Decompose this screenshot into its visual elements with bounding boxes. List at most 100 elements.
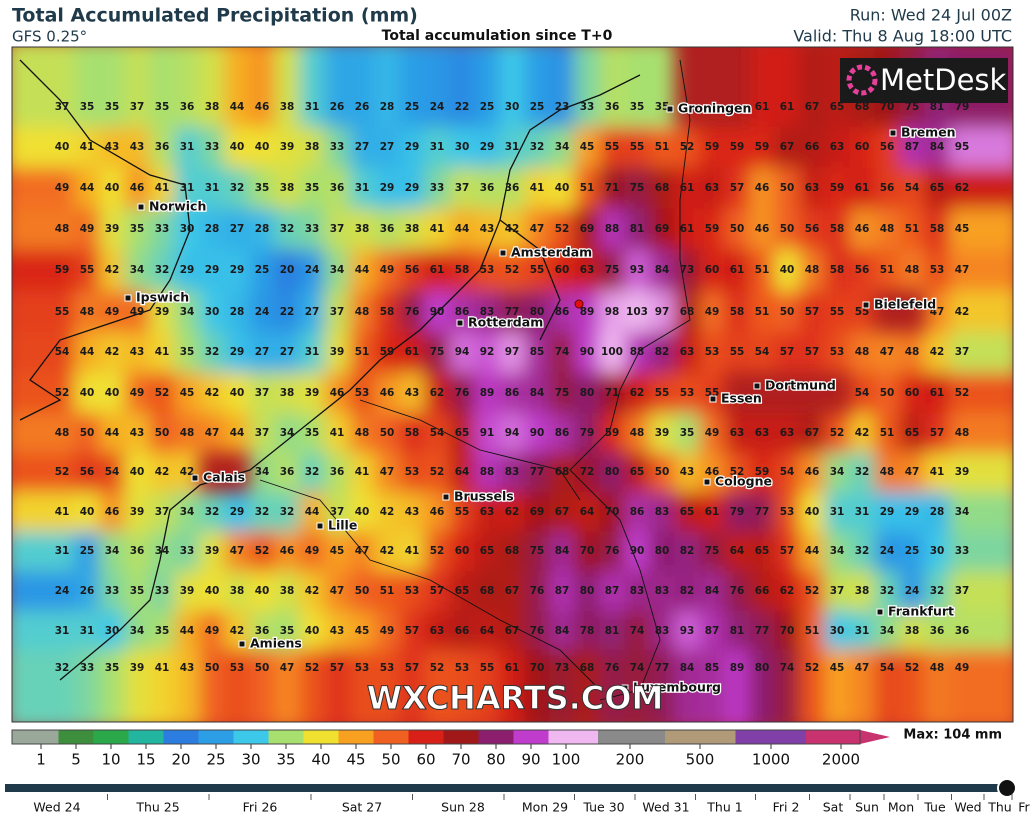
precip-value: 29 (230, 506, 245, 518)
city-marker (238, 640, 246, 648)
timeline-label[interactable]: Wed 31 (642, 800, 689, 815)
colorbar-label: 90 (521, 751, 540, 769)
timeline-label[interactable]: Mon (888, 800, 914, 815)
precip-value: 86 (555, 427, 570, 439)
precip-value: 90 (630, 545, 645, 557)
precip-cell (899, 167, 925, 209)
precip-cell (824, 167, 850, 209)
precip-value: 33 (580, 101, 595, 113)
timeline-handle[interactable] (997, 778, 1017, 798)
precip-value: 89 (730, 662, 745, 674)
precip-value: 75 (905, 101, 920, 113)
precip-cell (249, 452, 275, 492)
precip-value: 40 (555, 182, 570, 194)
timeline-label[interactable]: Tue (923, 800, 946, 815)
precip-value: 41 (155, 182, 170, 194)
timeline-label[interactable]: Sun (855, 800, 879, 815)
precip-value: 97 (655, 306, 670, 318)
precip-value: 54 (755, 346, 770, 358)
precip-value: 23 (555, 101, 570, 113)
timeline-label[interactable]: Mon 29 (522, 800, 568, 815)
timeline-label[interactable]: Thu 1 (706, 800, 742, 815)
timeline-label[interactable]: Wed (954, 800, 981, 815)
precip-value: 64 (580, 506, 595, 518)
precip-value: 36 (330, 466, 345, 478)
precip-value: 45 (580, 141, 595, 153)
precip-cell (749, 208, 775, 250)
precip-cell (499, 649, 525, 722)
precip-value: 32 (530, 141, 545, 153)
precip-value: 34 (955, 506, 970, 518)
precip-value: 35 (105, 101, 120, 113)
precip-value: 57 (405, 662, 420, 674)
timeline-label[interactable]: Wed 24 (33, 800, 80, 815)
precip-value: 54 (905, 182, 920, 194)
timeline-label[interactable]: Fr (1018, 800, 1030, 815)
precip-value: 52 (905, 662, 920, 674)
precip-value: 39 (655, 427, 670, 439)
precip-value: 40 (230, 141, 245, 153)
precip-value: 32 (205, 346, 220, 358)
precip-value: 34 (130, 264, 145, 276)
precip-cell (74, 249, 100, 291)
timeline-label[interactable]: Sat 27 (342, 800, 382, 815)
timeline-label[interactable]: Thu (987, 800, 1011, 815)
precip-cell (849, 291, 875, 332)
precip-value: 53 (455, 662, 470, 674)
precip-value: 36 (955, 625, 970, 637)
precip-field (12, 47, 1013, 722)
precip-cell (499, 47, 525, 127)
precip-value: 88 (480, 466, 495, 478)
precip-value: 48 (355, 427, 370, 439)
precip-cell (499, 452, 525, 492)
colorbar-segment (338, 730, 374, 744)
city-marker (191, 474, 199, 482)
precip-value: 88 (605, 223, 620, 235)
precip-value: 59 (730, 141, 745, 153)
precip-value: 47 (880, 346, 895, 358)
timeline-label[interactable]: Fri 26 (243, 800, 278, 815)
precip-cell (899, 492, 925, 532)
precip-value: 32 (930, 585, 945, 597)
precip-value: 46 (380, 387, 395, 399)
precip-cell (299, 452, 325, 492)
precip-value: 77 (655, 662, 670, 674)
precip-cell (799, 208, 825, 250)
precip-value: 62 (955, 182, 970, 194)
precip-value: 80 (605, 466, 620, 478)
precip-value: 50 (255, 662, 270, 674)
precip-cell (474, 531, 500, 571)
precip-value: 40 (255, 141, 270, 153)
precip-value: 92 (480, 346, 495, 358)
colorbar-segment (58, 730, 94, 744)
precip-value: 45 (330, 545, 345, 557)
precip-cell (849, 492, 875, 532)
precip-cell (874, 413, 900, 453)
precip-cell (424, 571, 450, 611)
precip-value: 62 (430, 387, 445, 399)
precip-cell (124, 127, 150, 168)
precip-value: 62 (630, 387, 645, 399)
precip-cell (699, 332, 725, 373)
precip-value: 52 (955, 387, 970, 399)
precip-cell (449, 249, 475, 291)
precip-value: 48 (80, 306, 95, 318)
ijssel-coast (499, 219, 561, 341)
precip-value: 40 (80, 506, 95, 518)
precip-value: 46 (755, 223, 770, 235)
precip-cell (824, 649, 850, 722)
precip-value: 27 (305, 306, 320, 318)
precip-value: 49 (130, 387, 145, 399)
precip-value: 74 (780, 662, 795, 674)
timeline-label[interactable]: Thu 25 (135, 800, 179, 815)
timeline-label[interactable]: Tue 30 (582, 800, 624, 815)
precip-cell (699, 492, 725, 532)
timeline-bar[interactable] (5, 784, 1010, 792)
precip-cell (874, 452, 900, 492)
timeline-label[interactable]: Fri 2 (773, 800, 800, 815)
timeline-label[interactable]: Sat (823, 800, 844, 815)
timeline-label[interactable]: Sun 28 (441, 800, 485, 815)
precip-value: 41 (55, 506, 70, 518)
precip-value: 46 (330, 387, 345, 399)
precip-value: 45 (180, 387, 195, 399)
